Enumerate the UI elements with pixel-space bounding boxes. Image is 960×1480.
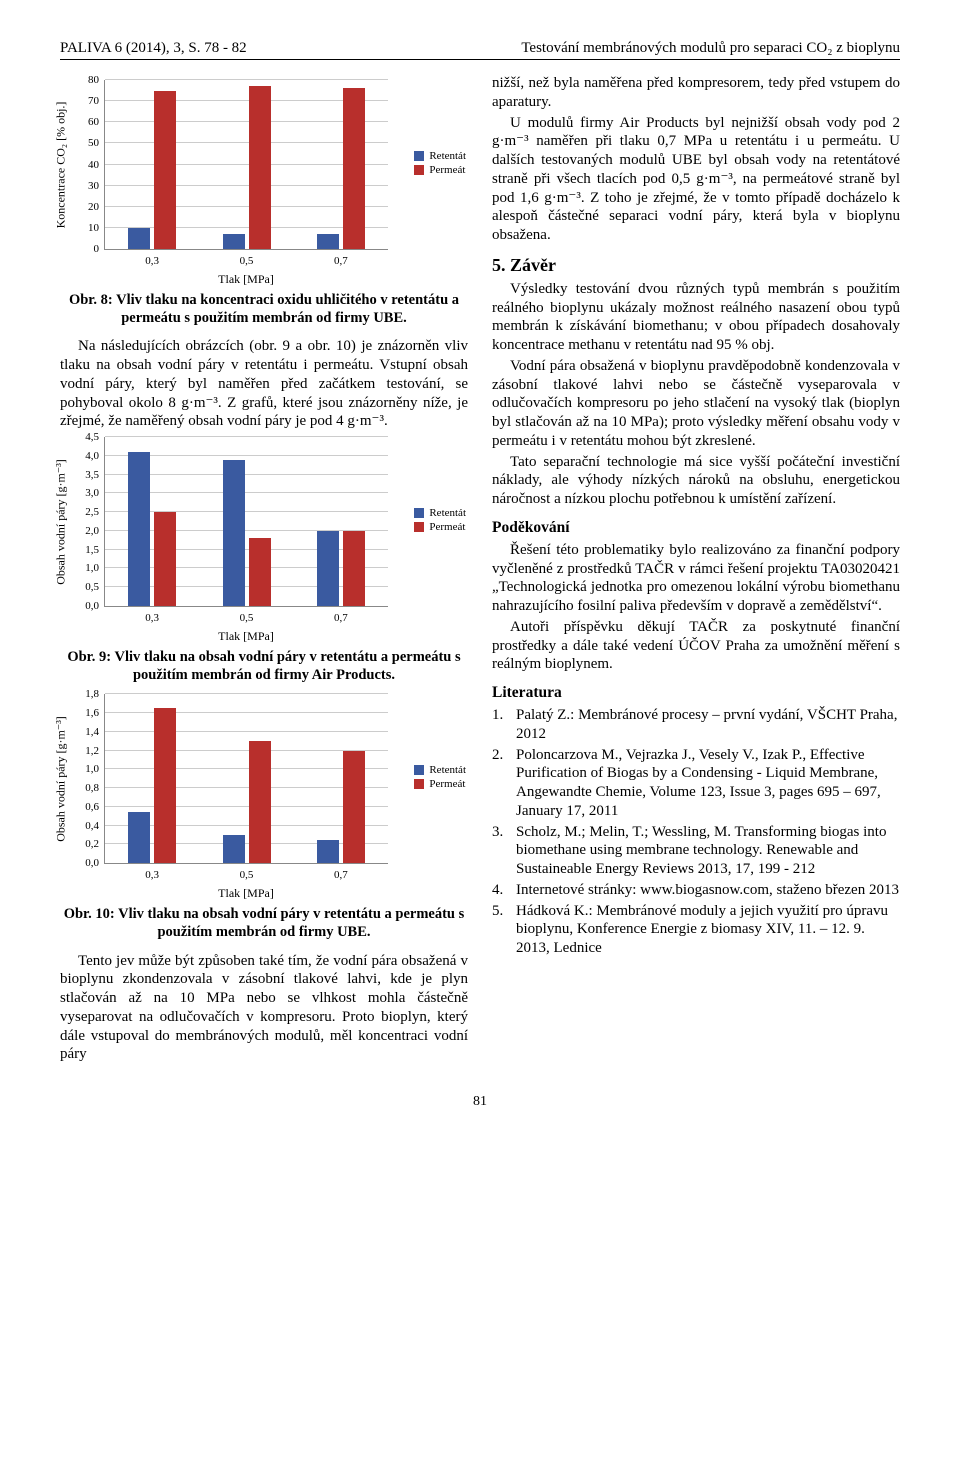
bar-permeat [249,538,271,606]
chart-8-xlabel: Tlak [MPa] [104,272,388,287]
chart-8-ylabel: Koncentrace CO₂ [% obj.] [54,101,69,228]
bar-retentat [223,835,245,863]
ref-4: 4.Internetové stránky: www.biogasnow.com… [492,881,900,900]
chart-10-xlabel: Tlak [MPa] [104,886,388,901]
legend-swatch-retentat [414,151,424,161]
para-after-8: Na následujících obrázcích (obr. 9 a obr… [60,337,468,431]
bar-retentat [317,234,339,249]
legend-label-permeat: Permeát [429,778,465,790]
bar-permeat [249,741,271,863]
chart-10-plot: Obsah vodní páry [g·m⁻³] Retentát Permeá… [104,694,388,864]
legend-label-retentat: Retentát [429,764,466,776]
legend-swatch-permeat [414,522,424,532]
chart-10-legend: Retentát Permeát [414,762,466,792]
ref-1: 1.Palatý Z.: Membránové procesy – první … [492,706,900,744]
thanks-body: Řešení této problematiky bylo realizován… [492,541,900,674]
bar-permeat [154,708,176,863]
legend-label-permeat: Permeát [429,164,465,176]
caption-8: Obr. 8: Vliv tlaku na koncentraci oxidu … [60,291,468,327]
chart-10: Obsah vodní páry [g·m⁻³] Retentát Permeá… [60,694,468,901]
caption-9: Obr. 9: Vliv tlaku na obsah vodní páry v… [60,648,468,684]
legend-label-retentat: Retentát [429,507,466,519]
header-right: Testování membránových modulů pro separa… [521,40,900,57]
caption-10: Obr. 10: Vliv tlaku na obsah vodní páry … [60,905,468,941]
legend-label-permeat: Permeát [429,521,465,533]
ref-3: 3.Scholz, M.; Melin, T.; Wessling, M. Tr… [492,823,900,879]
legend-swatch-permeat [414,779,424,789]
chart-9-legend: Retentát Permeát [414,505,466,535]
bar-retentat [128,228,150,249]
header-left: PALIVA 6 (2014), 3, S. 78 - 82 [60,40,247,57]
bar-retentat [128,452,150,606]
page-number: 81 [60,1094,900,1110]
right-column: nižší, než byla naměřena před kompresore… [492,74,900,1066]
bar-permeat [249,86,271,249]
chart-9-xlabel: Tlak [MPa] [104,629,388,644]
bar-permeat [343,88,365,249]
ref-2: 2.Poloncarzova M., Vejrazka J., Vesely V… [492,746,900,821]
right-top-paras: nižší, než byla naměřena před kompresore… [492,74,900,245]
legend-label-retentat: Retentát [429,150,466,162]
section-5-body: Výsledky testování dvou různých typů mem… [492,280,900,509]
bar-permeat [154,91,176,249]
page: PALIVA 6 (2014), 3, S. 78 - 82 Testování… [0,0,960,1160]
chart-10-ylabel: Obsah vodní páry [g·m⁻³] [54,716,69,842]
chart-8-plot: Koncentrace CO₂ [% obj.] Retentát Permeá… [104,80,388,250]
bar-permeat [343,531,365,606]
two-columns: Koncentrace CO₂ [% obj.] Retentát Permeá… [60,74,900,1066]
references: 1.Palatý Z.: Membránové procesy – první … [492,706,900,958]
chart-9-ylabel: Obsah vodní páry [g·m⁻³] [54,459,69,585]
bar-retentat [223,234,245,249]
chart-8: Koncentrace CO₂ [% obj.] Retentát Permeá… [60,80,468,287]
chart-8-legend: Retentát Permeát [414,148,466,178]
legend-swatch-retentat [414,765,424,775]
bar-permeat [154,512,176,606]
chart-9: Obsah vodní páry [g·m⁻³] Retentát Permeá… [60,437,468,644]
left-column: Koncentrace CO₂ [% obj.] Retentát Permeá… [60,74,468,1066]
ref-5: 5.Hádková K.: Membránové moduly a jejich… [492,902,900,958]
para-after-10: Tento jev může být způsoben také tím, že… [60,952,468,1065]
section-5-title: 5. Závěr [492,255,900,276]
legend-swatch-permeat [414,165,424,175]
thanks-title: Poděkování [492,519,900,537]
bar-retentat [317,531,339,606]
bar-retentat [128,812,150,864]
bar-retentat [223,460,245,606]
bar-permeat [343,751,365,864]
literature-title: Literatura [492,684,900,702]
chart-9-plot: Obsah vodní páry [g·m⁻³] Retentát Permeá… [104,437,388,607]
running-header: PALIVA 6 (2014), 3, S. 78 - 82 Testování… [60,40,900,60]
bar-retentat [317,840,339,863]
legend-swatch-retentat [414,508,424,518]
